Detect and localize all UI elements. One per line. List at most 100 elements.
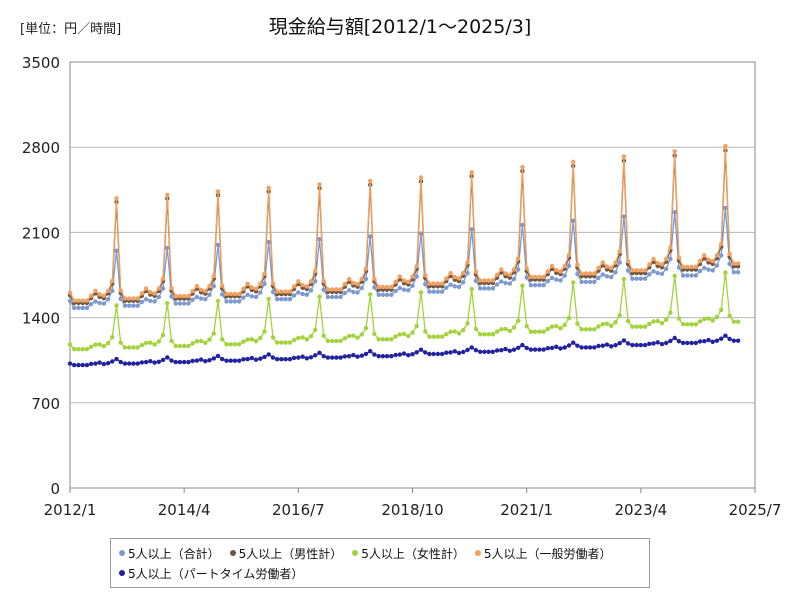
data-point: [423, 329, 428, 334]
data-point: [97, 360, 102, 365]
data-point: [80, 362, 85, 368]
data-point: [283, 357, 288, 362]
data-point: [228, 358, 233, 363]
data-point: [376, 354, 381, 359]
data-point: [719, 253, 724, 258]
data-point: [389, 354, 394, 359]
data-point: [313, 279, 318, 284]
data-point: [735, 319, 741, 324]
data-point: [520, 342, 525, 348]
data-point: [444, 332, 449, 337]
data-point: [642, 276, 648, 281]
data-point: [600, 260, 605, 265]
data-point: [731, 319, 737, 324]
data-point: [448, 350, 453, 355]
data-point: [194, 339, 200, 344]
data-point: [203, 288, 208, 294]
data-point: [67, 290, 73, 295]
data-point: [296, 290, 301, 295]
data-point: [583, 271, 589, 276]
data-point: [101, 293, 107, 298]
data-point: [346, 288, 352, 293]
data-point: [655, 318, 660, 324]
data-point: [537, 283, 542, 288]
data-point: [304, 356, 309, 361]
data-point: [710, 268, 715, 273]
data-point: [461, 327, 466, 333]
data-point: [287, 289, 293, 294]
x-tick-label: 2016/7: [272, 501, 325, 519]
data-point: [342, 336, 347, 341]
data-point: [524, 266, 529, 271]
data-point: [177, 343, 183, 349]
data-point: [101, 301, 107, 306]
data-point: [406, 279, 411, 284]
data-point: [317, 350, 322, 355]
data-point: [478, 286, 483, 291]
data-point: [397, 274, 402, 279]
data-point: [621, 214, 627, 219]
data-point: [342, 281, 347, 287]
data-point: [604, 274, 610, 279]
data-point: [664, 317, 669, 322]
data-point: [727, 251, 732, 257]
data-point: [363, 351, 369, 357]
data-point: [304, 284, 309, 289]
data-point: [182, 359, 187, 365]
data-point: [182, 301, 187, 306]
data-point: [723, 333, 728, 338]
data-point: [621, 154, 627, 159]
x-tick-label: 2025/7: [729, 501, 782, 519]
data-point: [236, 291, 242, 297]
data-point: [583, 327, 589, 332]
data-point: [638, 268, 643, 273]
data-point: [313, 353, 318, 358]
data-point: [414, 274, 419, 279]
data-point: [207, 283, 212, 289]
data-point: [473, 278, 479, 283]
data-point: [685, 340, 690, 346]
data-point: [228, 342, 233, 347]
data-point: [118, 288, 123, 293]
data-point: [401, 351, 407, 356]
data-point: [236, 358, 242, 363]
data-point: [190, 297, 195, 302]
data-point: [97, 342, 102, 347]
data-point: [478, 332, 483, 337]
data-point: [236, 342, 242, 347]
data-point: [465, 321, 470, 326]
data-point: [173, 359, 178, 365]
data-point: [363, 325, 369, 331]
data-point: [676, 265, 682, 270]
data-point: [342, 354, 347, 359]
data-point: [465, 270, 470, 276]
data-point: [545, 346, 550, 351]
data-point: [279, 357, 284, 362]
data-point: [473, 326, 479, 332]
data-point: [325, 355, 331, 360]
data-point: [444, 285, 449, 290]
data-point: [532, 274, 538, 280]
data-point: [186, 359, 191, 365]
data-point: [727, 261, 732, 267]
data-point: [435, 281, 441, 286]
legend-marker: [229, 550, 236, 556]
data-point: [215, 353, 221, 359]
data-point: [507, 348, 512, 353]
data-point: [592, 279, 597, 285]
data-point: [224, 299, 229, 304]
data-point: [587, 345, 593, 350]
data-point: [401, 331, 407, 337]
data-point: [287, 340, 293, 345]
data-point: [659, 262, 665, 267]
data-point: [579, 271, 584, 276]
data-point: [482, 286, 487, 291]
data-point: [710, 258, 715, 264]
data-point: [617, 249, 622, 254]
data-point: [203, 297, 208, 302]
data-point: [609, 265, 614, 271]
data-point: [215, 189, 221, 194]
data-point: [275, 357, 280, 362]
data-point: [651, 256, 656, 262]
data-point: [697, 258, 703, 264]
